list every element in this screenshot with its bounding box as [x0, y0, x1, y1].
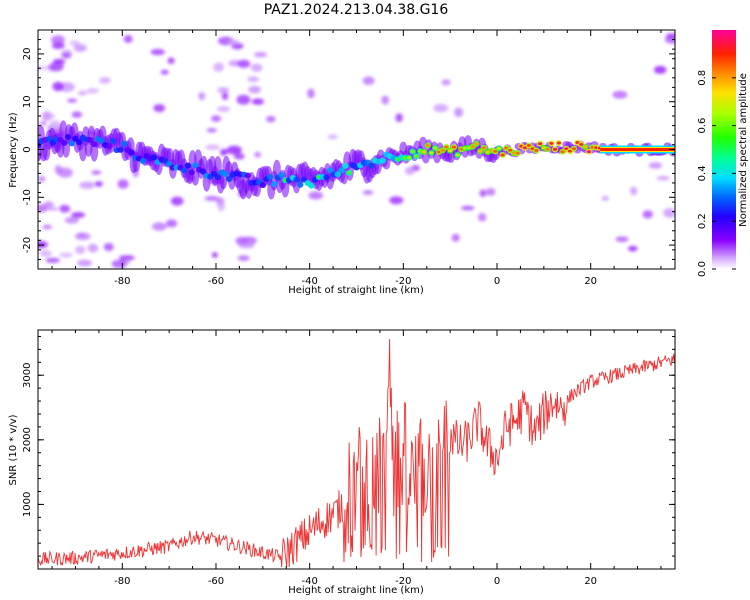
snr-ytick-label: 2000	[22, 427, 33, 452]
spectrogram-tail-core	[600, 148, 675, 151]
colorbar-tick-label: 0.2	[697, 213, 708, 229]
spectrogram-xtick-label: -20	[395, 276, 411, 287]
spectrogram-xtick-label: -80	[114, 276, 130, 287]
figure-title: PAZ1.2024.213.04.38.G16	[264, 2, 449, 18]
snr-ylabel: SNR (10 * v/v)	[8, 414, 19, 485]
spectrogram-xtick-label: -60	[208, 276, 224, 287]
colorbar-gradient	[712, 30, 736, 269]
snr-xtick-label: -20	[395, 576, 411, 587]
spectrogram-xlabel: Height of straight line (km)	[288, 285, 424, 296]
spectrogram-ytick-label: 10	[22, 95, 33, 108]
spectrogram-ylabel: Frequency (Hz)	[8, 112, 19, 188]
spectrogram-xtick-label: 20	[584, 276, 597, 287]
snr-ytick-label: 3000	[22, 362, 33, 387]
spectrogram-ytick-label: 20	[22, 48, 33, 61]
colorbar-tick-label: 0.0	[697, 261, 708, 277]
snr-series-line	[38, 339, 675, 568]
spectrogram-ytick-label: 0	[22, 146, 33, 152]
snr-ytick-label: 1000	[22, 492, 33, 517]
spectrogram-xtick-label: -40	[301, 276, 317, 287]
colorbar-tick-label: 0.4	[697, 165, 708, 181]
snr-xtick-label: 0	[494, 576, 500, 587]
spectrogram-xtick-label: 0	[494, 276, 500, 287]
snr-xtick-label: -40	[301, 576, 317, 587]
spectrogram-ytick-label: -10	[22, 189, 33, 205]
spectrogram-ridge	[38, 120, 675, 200]
colorbar-label: Normalized spectral amplitude	[738, 73, 749, 227]
snr-xtick-label: -60	[208, 576, 224, 587]
spectrogram-ytick-label: -20	[22, 237, 33, 253]
snr-xtick-label: -80	[114, 576, 130, 587]
snr-xtick-label: 20	[584, 576, 597, 587]
colorbar-tick-label: 0.8	[697, 70, 708, 86]
spectrogram-panel: -80 -60 -40 -20 0 20 -20 -10 0 10 20 Height of st…	[8, 29, 676, 296]
colorbar: 0.0 0.2 0.4 0.6 0.8 Normalized spectral ampl…	[697, 30, 749, 277]
snr-panel: -80 -60 -40 -20 0 20 1000 2000 3000 Height of s…	[8, 329, 676, 596]
colorbar-tick-label: 0.6	[697, 118, 708, 134]
snr-xlabel: Height of straight line (km)	[288, 585, 424, 596]
